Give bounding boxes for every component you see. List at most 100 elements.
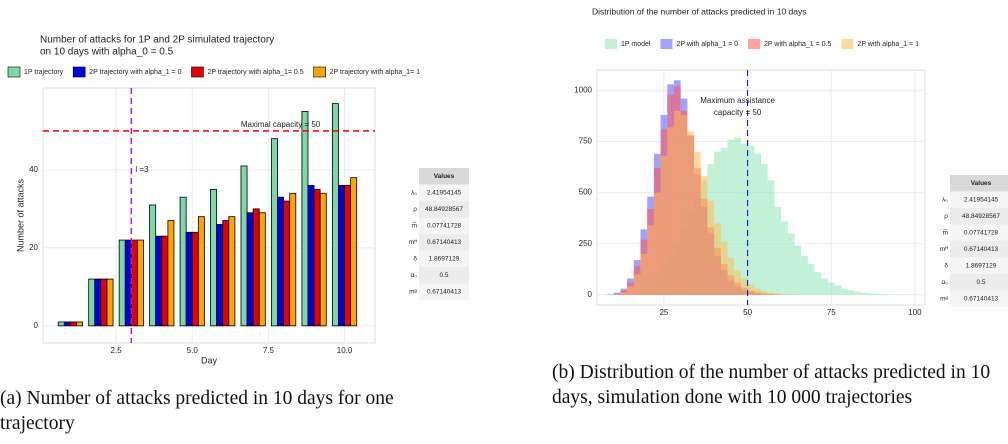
reference-label: Maximal capacity = 50: [241, 120, 321, 129]
bar: [191, 231, 199, 327]
table-cell: 0.67140413: [964, 295, 999, 302]
bar: [137, 239, 144, 327]
table-row-bg: [419, 184, 469, 201]
table-row-label: α₀: [411, 272, 418, 279]
histogram-bar: [747, 284, 755, 295]
histogram-bar: [881, 294, 889, 295]
table-row-label: ρ: [413, 206, 417, 213]
bar: [258, 212, 266, 327]
histogram-bar: [821, 278, 828, 295]
histogram-bar: [720, 147, 728, 295]
table-cell: 2.41954145: [427, 189, 462, 196]
histogram-bar: [673, 110, 681, 295]
histogram-bar: [647, 225, 654, 295]
bar: [344, 185, 352, 327]
histogram-bar: [734, 137, 741, 295]
bar: [319, 192, 327, 327]
table-row-label: mᵍ: [940, 295, 948, 302]
legend-label: 2P with alpha_1 = 1: [857, 41, 919, 48]
legend-swatch: [660, 39, 673, 49]
histogram-bar: [740, 143, 748, 295]
table-row-bg: [419, 283, 469, 300]
x-tick-label: 100: [908, 308, 922, 317]
legend-label: 2P with alpha_1 = 0.5: [764, 41, 832, 48]
bar: [331, 103, 339, 327]
legend-swatch: [7, 66, 21, 78]
chart-title: Number of attacks for 1P and 2P simulate…: [40, 35, 274, 46]
y-tick-label: 0: [34, 321, 39, 330]
table-row-bg: [950, 290, 1008, 307]
histogram-bar: [874, 293, 882, 295]
table-row-bg: [950, 241, 1008, 258]
bar: [161, 235, 169, 327]
bar: [283, 200, 291, 327]
table-row-label: λ₀: [411, 189, 417, 196]
histogram-bar: [827, 282, 835, 295]
histogram-bar: [720, 241, 728, 295]
y-tick-label: 500: [579, 188, 593, 197]
legend-label: 2P trajectory with alpha_1 = 0: [89, 69, 181, 76]
histogram-bar: [740, 278, 748, 295]
histogram-bar: [861, 292, 869, 295]
bar: [307, 185, 315, 327]
x-tick-label: 7.5: [263, 346, 275, 355]
table-cell: 0.67140413: [427, 239, 462, 246]
reference-label: Maximum assistance: [700, 96, 775, 105]
x-tick-label: 50: [743, 308, 752, 317]
histogram-bar: [841, 288, 849, 295]
histogram-bar: [754, 288, 761, 295]
table-row-label: λ₀: [942, 196, 948, 203]
histogram-bar: [774, 293, 782, 295]
bar: [228, 216, 236, 327]
histogram-bar: [854, 291, 862, 295]
y-axis-title: Number of attacks: [15, 178, 25, 252]
table-cell: 1.8697129: [966, 262, 997, 269]
table-row-label: m̅: [943, 229, 948, 237]
table-cell: 0.07741728: [964, 229, 999, 236]
legend-swatch: [841, 39, 854, 49]
histogram-bar: [767, 292, 775, 295]
table-cell: 0.07741728: [427, 222, 462, 229]
bar: [155, 235, 163, 327]
table-row-label: α₀: [942, 279, 949, 286]
legend-swatch: [191, 66, 204, 78]
table-row-bg: [950, 208, 1008, 225]
histogram-bar: [747, 145, 755, 295]
histogram-bar: [761, 164, 768, 295]
histogram-bar: [620, 292, 628, 295]
table-row-bg: [419, 217, 469, 234]
bar: [88, 278, 96, 327]
bar: [277, 196, 285, 327]
bar: [185, 231, 193, 327]
bar: [271, 138, 278, 327]
bar: [106, 278, 114, 327]
table-row-label: ρ: [944, 213, 948, 220]
histogram-bar: [781, 221, 788, 295]
caption: (a) Number of attacks predicted in 10 da…: [0, 388, 394, 434]
histogram-bar: [848, 290, 855, 295]
bar: [338, 185, 345, 327]
histogram-bar: [627, 286, 634, 295]
table-cell: 0.5: [439, 272, 448, 279]
histogram-bar: [653, 192, 661, 295]
reference-label: l =3: [135, 165, 149, 174]
chart-title: Distribution of the number of attacks pr…: [592, 6, 807, 16]
bar: [350, 177, 358, 327]
bar: [179, 196, 187, 327]
x-tick-label: 5.0: [187, 346, 199, 355]
bar: [240, 165, 248, 327]
table-cell: 0.67140413: [964, 246, 999, 253]
histogram-bar: [633, 274, 641, 295]
legend-swatch: [313, 66, 326, 78]
histogram-bar: [667, 127, 674, 295]
histogram-bar: [727, 258, 735, 295]
bar: [57, 321, 65, 327]
table-row-label: δ: [944, 262, 948, 269]
reference-label: capacity = 50: [714, 108, 762, 117]
bar: [222, 220, 230, 327]
bar: [118, 239, 126, 327]
histogram-bar: [613, 294, 621, 295]
histogram-bar: [700, 176, 708, 295]
legend-label: 1P trajectory: [24, 69, 64, 76]
